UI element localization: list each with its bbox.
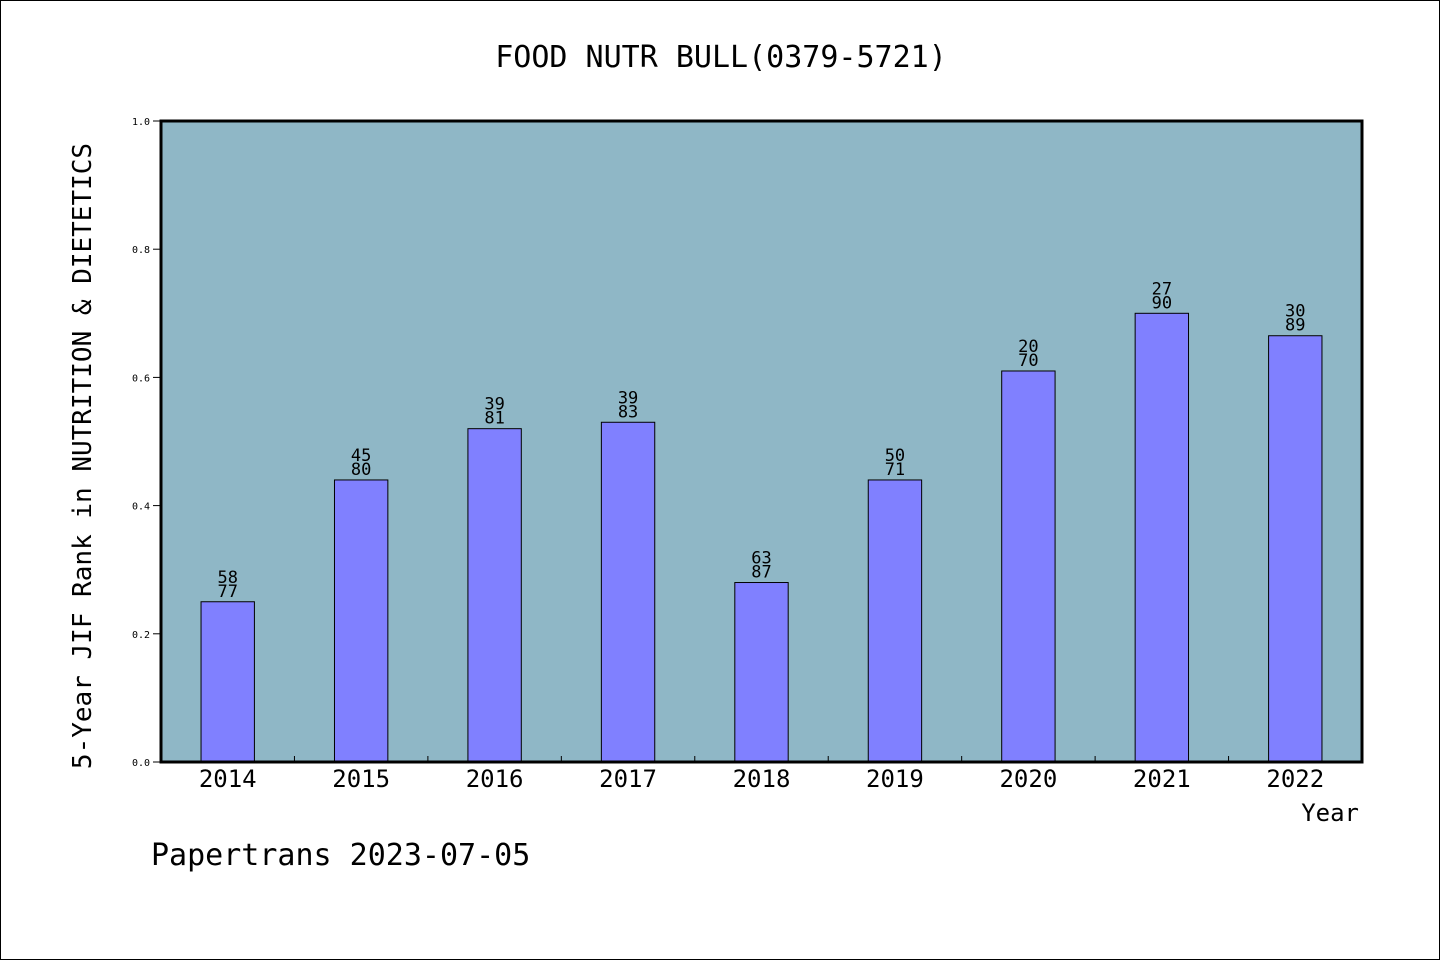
bar-label-bottom-2021: 90 <box>1152 293 1172 313</box>
x-tick-label-2020: 2020 <box>999 765 1057 793</box>
x-tick-label-2018: 2018 <box>733 765 791 793</box>
bar-2017 <box>600 421 656 763</box>
bar-label-top-2019: 50 <box>885 446 905 466</box>
bar-label-bottom-2022: 89 <box>1285 316 1305 336</box>
bar-2018 <box>734 582 789 763</box>
y-tick-label-0.4: 0.4 <box>132 502 150 513</box>
y-axis-label: 5-Year JIF Rank in NUTRITION & DIETETICS <box>68 143 98 769</box>
y-tick-label-0.6: 0.6 <box>132 373 150 384</box>
bar-label-top-2017: 39 <box>618 388 638 408</box>
bar-label-top-2020: 20 <box>1018 337 1038 357</box>
bar-label-bottom-2018: 87 <box>751 563 771 583</box>
y-tick-label-0.0: 0.0 <box>132 758 150 769</box>
bar-2016 <box>467 428 522 763</box>
plot-border <box>159 119 1364 764</box>
bar-2019 <box>867 479 923 763</box>
x-tick-label-2015: 2015 <box>332 765 390 793</box>
x-tick-label-2019: 2019 <box>866 765 924 793</box>
bar-label-bottom-2019: 71 <box>885 460 905 480</box>
x-tick-label-2021: 2021 <box>1133 765 1191 793</box>
bar-label-bottom-2017: 83 <box>618 402 638 422</box>
bar-2015 <box>333 479 389 763</box>
bar-label-bottom-2015: 80 <box>351 460 371 480</box>
x-tick-label-2016: 2016 <box>466 765 524 793</box>
bar-label-top-2014: 58 <box>217 568 237 588</box>
y-axis: 0.0 0.2 0.4 0.6 0.8 1.0 <box>132 117 161 769</box>
bar-label-bottom-2016: 81 <box>484 409 504 429</box>
x-axis: 2014 2015 2016 2017 2018 2019 2020 2021 2022 <box>199 756 1324 793</box>
y-tick-label-0.2: 0.2 <box>132 630 150 641</box>
bars-group <box>200 312 1323 763</box>
footer-credit: Papertrans 2023-07-05 <box>151 838 530 873</box>
bar-2020 <box>1001 370 1056 763</box>
bar-2014 <box>200 601 255 763</box>
x-axis-label: Year <box>1301 799 1359 827</box>
bar-2022 <box>1268 335 1323 763</box>
chart-title: FOOD NUTR BULL(0379-5721) <box>495 40 947 75</box>
y-tick-label-1.0: 1.0 <box>132 117 150 128</box>
bar-2021 <box>1134 312 1190 763</box>
bar-label-top-2018: 63 <box>751 549 771 569</box>
bar-label-top-2016: 39 <box>484 395 504 415</box>
x-tick-label-2022: 2022 <box>1266 765 1324 793</box>
bar-label-bottom-2014: 77 <box>217 582 237 602</box>
x-tick-label-2014: 2014 <box>199 765 257 793</box>
bar-label-top-2015: 45 <box>351 446 371 466</box>
bar-label-top-2022: 30 <box>1285 302 1305 322</box>
bar-label-top-2021: 27 <box>1152 279 1172 299</box>
x-tick-label-2017: 2017 <box>599 765 657 793</box>
y-tick-label-0.8: 0.8 <box>132 245 150 256</box>
bar-label-bottom-2020: 70 <box>1018 351 1038 371</box>
